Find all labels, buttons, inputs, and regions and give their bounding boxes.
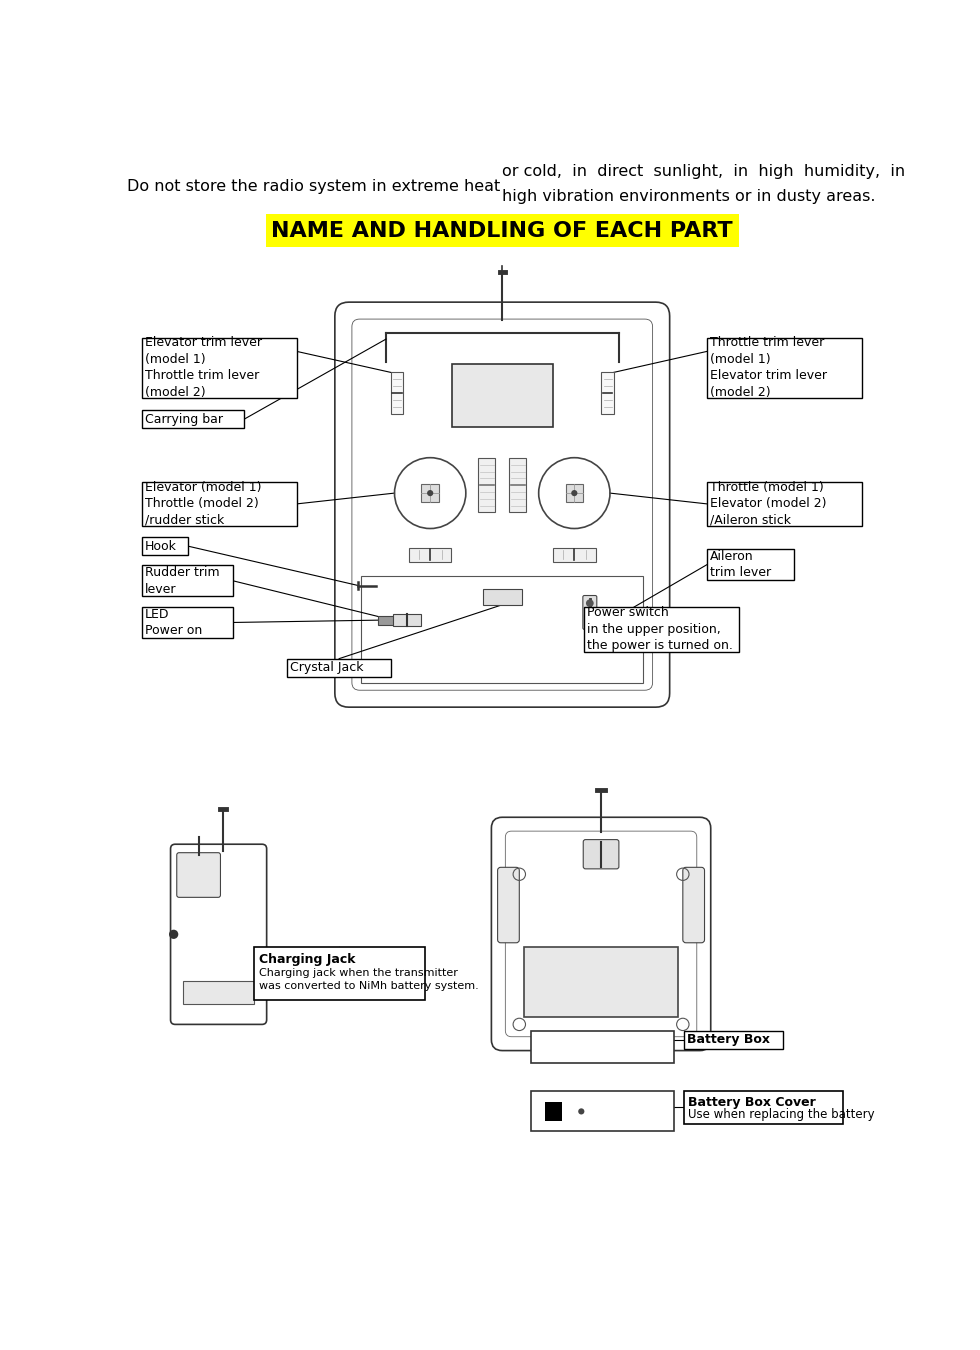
FancyBboxPatch shape — [531, 1030, 674, 1062]
Circle shape — [586, 599, 594, 608]
FancyBboxPatch shape — [524, 948, 678, 1017]
FancyBboxPatch shape — [183, 981, 254, 1004]
Text: Charging Jack: Charging Jack — [259, 953, 356, 967]
FancyBboxPatch shape — [707, 482, 861, 526]
FancyBboxPatch shape — [378, 616, 394, 625]
FancyBboxPatch shape — [483, 590, 521, 605]
Text: Aileron
trim lever: Aileron trim lever — [710, 549, 771, 579]
FancyBboxPatch shape — [142, 482, 297, 526]
FancyBboxPatch shape — [583, 840, 619, 869]
Circle shape — [571, 490, 577, 497]
FancyBboxPatch shape — [683, 867, 705, 942]
Circle shape — [169, 930, 178, 940]
FancyBboxPatch shape — [142, 566, 233, 597]
FancyBboxPatch shape — [287, 659, 391, 678]
Text: or cold,  in  direct  sunlight,  in  high  humidity,  in: or cold, in direct sunlight, in high hum… — [502, 163, 906, 178]
FancyBboxPatch shape — [142, 537, 188, 555]
FancyBboxPatch shape — [584, 614, 612, 626]
FancyBboxPatch shape — [602, 371, 613, 414]
FancyBboxPatch shape — [583, 595, 597, 629]
FancyBboxPatch shape — [531, 1091, 674, 1131]
Circle shape — [427, 490, 433, 497]
FancyBboxPatch shape — [171, 844, 267, 1025]
Text: Charging jack when the transmitter
was converted to NiMh battery system.: Charging jack when the transmitter was c… — [259, 968, 478, 991]
Text: Use when replacing the battery: Use when replacing the battery — [688, 1108, 875, 1120]
FancyBboxPatch shape — [421, 485, 439, 502]
FancyBboxPatch shape — [254, 948, 424, 1000]
Text: NAME AND HANDLING OF EACH PART: NAME AND HANDLING OF EACH PART — [271, 220, 733, 240]
Text: Carrying bar: Carrying bar — [145, 413, 223, 425]
FancyBboxPatch shape — [684, 1030, 783, 1049]
Text: Battery Box Cover: Battery Box Cover — [688, 1096, 816, 1108]
Text: high vibration environments or in dusty areas.: high vibration environments or in dusty … — [502, 189, 876, 204]
Text: Throttle trim lever
(model 1)
Elevator trim lever
(model 2): Throttle trim lever (model 1) Elevator t… — [710, 336, 827, 398]
Circle shape — [578, 1108, 584, 1115]
Text: Do not store the radio system in extreme heat: Do not store the radio system in extreme… — [127, 180, 501, 194]
Text: Power switch
in the upper position,
the power is turned on.: Power switch in the upper position, the … — [587, 606, 733, 652]
FancyBboxPatch shape — [393, 614, 420, 626]
FancyBboxPatch shape — [335, 302, 669, 707]
FancyBboxPatch shape — [142, 338, 297, 398]
FancyBboxPatch shape — [510, 459, 526, 513]
FancyBboxPatch shape — [498, 867, 519, 942]
Text: LED
Power on: LED Power on — [145, 608, 202, 637]
Text: Crystal Jack: Crystal Jack — [290, 662, 364, 675]
Text: Battery Box: Battery Box — [687, 1033, 769, 1046]
FancyBboxPatch shape — [545, 1102, 562, 1120]
FancyBboxPatch shape — [142, 608, 233, 637]
FancyBboxPatch shape — [707, 549, 794, 580]
FancyBboxPatch shape — [409, 548, 452, 562]
Circle shape — [382, 617, 390, 624]
Text: Elevator trim lever
(model 1)
Throttle trim lever
(model 2): Elevator trim lever (model 1) Throttle t… — [145, 336, 262, 398]
Text: Throttle (model 1)
Elevator (model 2)
/Aileron stick: Throttle (model 1) Elevator (model 2) /A… — [710, 481, 826, 526]
Text: Hook: Hook — [145, 540, 176, 552]
Text: Elevator (model 1)
Throttle (model 2)
/rudder stick: Elevator (model 1) Throttle (model 2) /r… — [145, 481, 262, 526]
FancyBboxPatch shape — [491, 817, 710, 1050]
FancyBboxPatch shape — [266, 215, 739, 247]
Circle shape — [262, 981, 269, 990]
FancyBboxPatch shape — [478, 459, 495, 513]
FancyBboxPatch shape — [565, 485, 583, 502]
FancyBboxPatch shape — [584, 608, 739, 652]
FancyBboxPatch shape — [362, 576, 643, 683]
FancyBboxPatch shape — [142, 410, 244, 428]
FancyBboxPatch shape — [553, 548, 596, 562]
FancyBboxPatch shape — [452, 363, 553, 427]
Text: Rudder trim
lever: Rudder trim lever — [145, 566, 220, 595]
FancyBboxPatch shape — [391, 371, 403, 414]
FancyBboxPatch shape — [176, 853, 220, 898]
FancyBboxPatch shape — [684, 1091, 843, 1123]
FancyBboxPatch shape — [707, 338, 861, 398]
